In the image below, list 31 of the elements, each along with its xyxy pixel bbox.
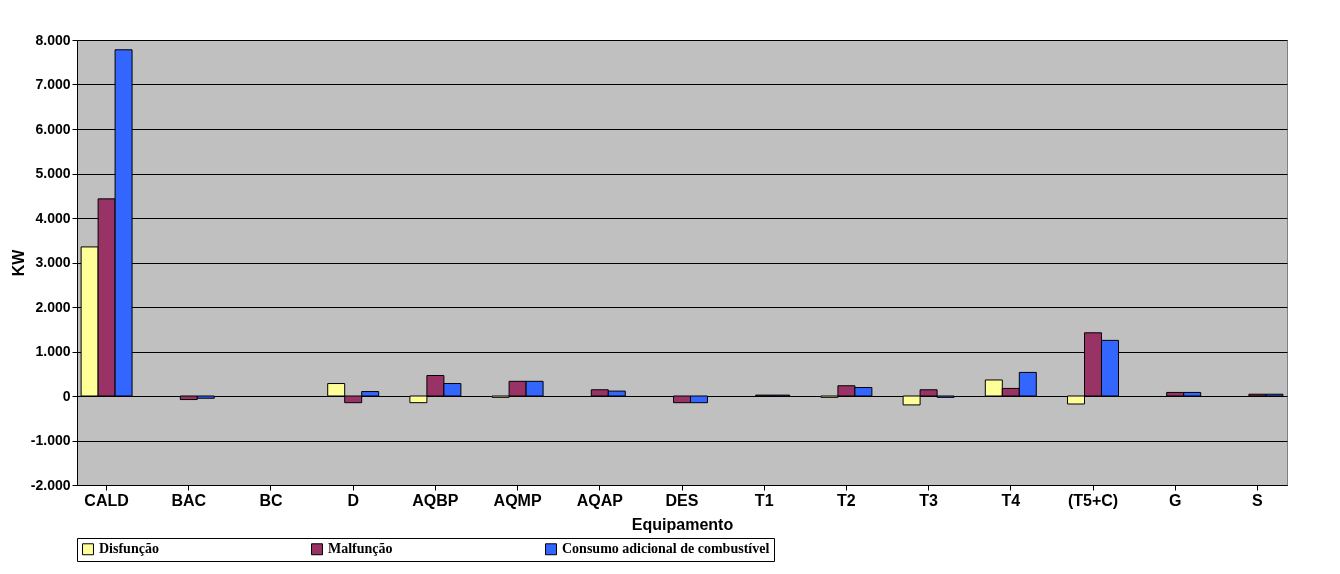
x-tick-label: S — [1252, 491, 1264, 509]
x-tick-label: CALD — [84, 491, 129, 509]
legend-label: Malfunção — [328, 541, 393, 557]
y-tick-label: 1.000 — [35, 343, 71, 359]
x-tick-label: T1 — [754, 491, 774, 509]
y-tick-label: 0 — [62, 387, 71, 404]
legend-label: Consumo adicional de combustível — [562, 541, 770, 557]
y-tick-label: 5.000 — [35, 165, 71, 181]
x-tick-label: D — [347, 491, 359, 509]
y-tick-label: 6.000 — [35, 120, 71, 137]
y-tick-label: 4.000 — [35, 209, 71, 226]
x-tick-label: AQMP — [493, 491, 542, 509]
x-tick-label: T2 — [837, 491, 856, 509]
y-tick-label: 8.000 — [35, 31, 71, 48]
y-tick-label: -2.000 — [30, 476, 71, 493]
x-tick-label: AQBP — [412, 491, 459, 509]
y-tick-label: 7.000 — [35, 76, 71, 92]
y-tick-label: -1.000 — [30, 432, 71, 448]
x-tick-label: AQAP — [576, 491, 624, 509]
x-axis-title: Equipamento — [631, 515, 734, 533]
x-tick-label: T4 — [1001, 491, 1021, 509]
x-tick-label: BAC — [171, 491, 207, 509]
x-tick-label: (T5+C) — [1067, 491, 1119, 509]
legend-label: Disfunção — [99, 541, 159, 557]
x-tick-label: G — [1168, 491, 1182, 509]
y-tick-label: 3.000 — [35, 254, 71, 270]
x-tick-label: BC — [259, 491, 283, 509]
y-tick-label: 2.000 — [35, 298, 71, 315]
y-axis-title: KW — [9, 248, 27, 277]
x-tick-label: DES — [665, 491, 699, 509]
x-tick-label: T3 — [919, 491, 939, 509]
